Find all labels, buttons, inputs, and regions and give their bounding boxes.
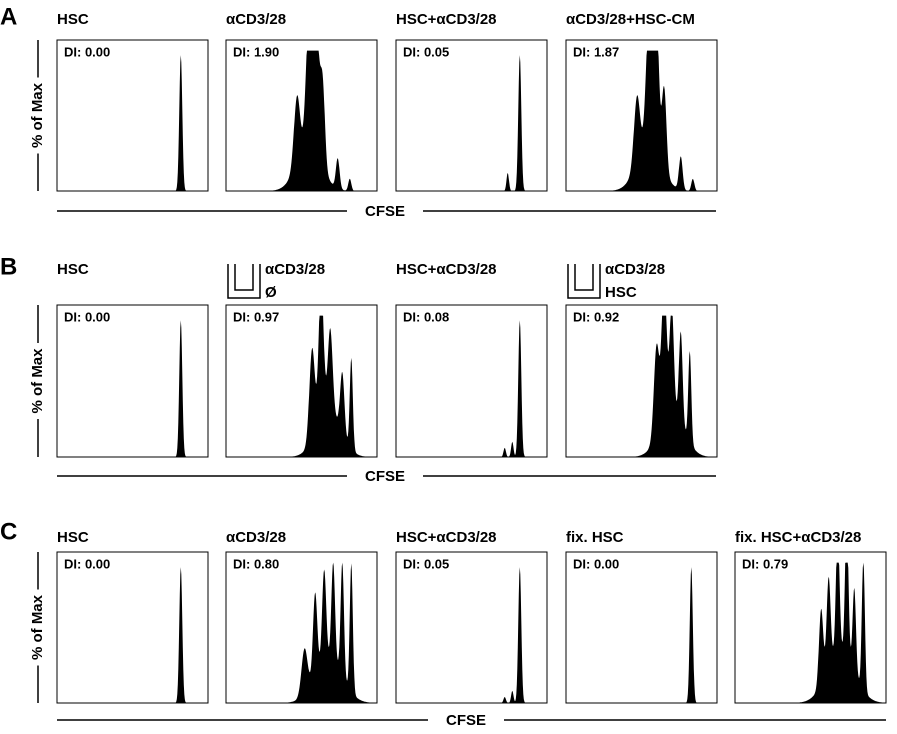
x-label: CFSE [365, 468, 405, 485]
division-index: DI: 0.08 [403, 309, 449, 324]
plot-title: HSC [57, 11, 89, 28]
plot-frame [225, 304, 378, 458]
plot-title: αCD3/28 [605, 261, 665, 278]
plot-frame [395, 39, 548, 192]
division-index: DI: 0.00 [64, 556, 110, 571]
plot-title: HSC+αCD3/28 [396, 261, 497, 278]
histogram [226, 50, 377, 191]
plot-title: fix. HSC [566, 529, 624, 546]
division-index: DI: 0.05 [403, 556, 449, 571]
panel-label: A [0, 3, 17, 30]
plot-frame [565, 304, 718, 458]
x-label: CFSE [365, 203, 405, 220]
histogram [226, 315, 377, 457]
histogram [57, 567, 208, 703]
plot-frame [395, 551, 548, 704]
plot-title: αCD3/28 [226, 11, 286, 28]
histogram [566, 50, 717, 191]
histogram [226, 562, 377, 703]
plot-title: HSC [57, 261, 89, 278]
division-index: DI: 0.79 [742, 556, 788, 571]
division-index: DI: 0.00 [64, 44, 110, 59]
y-label: % of Max [29, 348, 46, 414]
division-index: DI: 1.90 [233, 44, 279, 59]
plot-frame [56, 39, 209, 192]
division-index: DI: 0.92 [573, 309, 619, 324]
plot-title: fix. HSC+αCD3/28 [735, 529, 861, 546]
division-index: DI: 0.05 [403, 44, 449, 59]
plot-frame [56, 551, 209, 704]
division-index: DI: 0.97 [233, 309, 279, 324]
histogram [396, 55, 547, 191]
histogram [735, 562, 886, 703]
histogram [566, 567, 717, 703]
panel-label: C [0, 518, 17, 545]
insert-label: Ø [265, 284, 277, 301]
division-index: DI: 0.00 [573, 556, 619, 571]
plot-title: HSC+αCD3/28 [396, 11, 497, 28]
histogram [396, 567, 547, 703]
histogram [57, 55, 208, 191]
insert-label: HSC [605, 284, 637, 301]
division-index: DI: 0.00 [64, 309, 110, 324]
plot-title: HSC+αCD3/28 [396, 529, 497, 546]
y-label: % of Max [29, 82, 46, 148]
plot-title: αCD3/28 [265, 261, 325, 278]
histogram [396, 320, 547, 457]
histogram [57, 320, 208, 457]
culture-insert-icon [227, 264, 261, 299]
plot-title: αCD3/28 [226, 529, 286, 546]
division-index: DI: 1.87 [573, 44, 619, 59]
plot-frame [565, 551, 718, 704]
plot-frame [56, 304, 209, 458]
histogram [566, 315, 717, 457]
x-label: CFSE [446, 712, 486, 729]
division-index: DI: 0.80 [233, 556, 279, 571]
panel-label: B [0, 253, 17, 280]
culture-insert-icon [567, 264, 601, 299]
plot-title: HSC [57, 529, 89, 546]
plot-frame [395, 304, 548, 458]
plot-title: αCD3/28+HSC-CM [566, 11, 695, 28]
y-label: % of Max [29, 594, 46, 660]
